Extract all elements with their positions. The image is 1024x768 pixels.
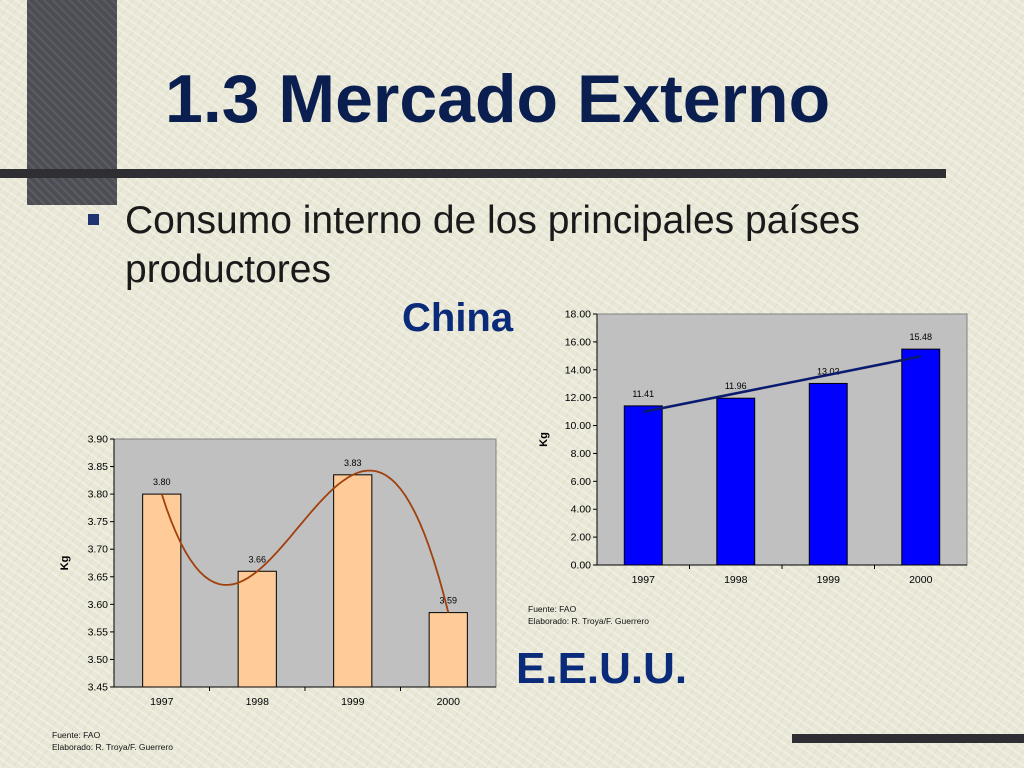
china-data-label: 3.83 xyxy=(344,458,362,468)
slide-title: 1.3 Mercado Externo xyxy=(165,61,831,137)
china-y-tick-label: 3.65 xyxy=(88,571,109,583)
usa-bar xyxy=(901,348,941,566)
usa-data-label: 13.02 xyxy=(817,366,840,376)
usa-data-label: 15.48 xyxy=(909,332,932,342)
usa-bar xyxy=(623,405,663,566)
usa-data-label: 11.96 xyxy=(725,381,747,391)
china-bar xyxy=(428,612,468,688)
usa-chart-notes: Fuente: FAO Elaborado: R. Troya/F. Guerr… xyxy=(528,603,649,628)
china-y-tick-label: 3.60 xyxy=(88,599,109,611)
china-y-tick-label: 3.50 xyxy=(88,654,109,666)
footer-divider xyxy=(792,734,1024,743)
china-x-tick-label: 1999 xyxy=(341,696,365,708)
china-data-label: 3.80 xyxy=(153,477,171,487)
china-y-tick-label: 3.55 xyxy=(88,626,109,638)
china-author-note: Elaborado: R. Troya/F. Guerrero xyxy=(52,742,173,753)
usa-y-tick-label: 0.00 xyxy=(571,560,592,572)
usa-x-tick-label: 1999 xyxy=(817,574,841,586)
china-label: China xyxy=(402,296,514,340)
usa-x-tick-label: 1998 xyxy=(724,574,748,586)
china-data-label: 3.59 xyxy=(439,596,457,606)
usa-y-tick-label: 2.00 xyxy=(571,532,592,544)
usa-y-axis-title: Kg xyxy=(538,432,550,447)
usa-y-tick-label: 8.00 xyxy=(571,448,592,460)
usa-data-label: 11.41 xyxy=(632,389,654,399)
usa-bar xyxy=(808,382,848,566)
usa-trendline xyxy=(643,355,922,414)
china-x-tick-label: 1997 xyxy=(150,696,174,708)
china-chart-notes: Fuente: FAO Elaborado: R. Troya/F. Guerr… xyxy=(52,729,173,754)
china-y-tick-label: 3.90 xyxy=(88,434,109,446)
usa-x-tick-label: 1997 xyxy=(632,574,656,586)
china-bar xyxy=(142,493,182,688)
china-y-tick-label: 3.70 xyxy=(88,544,109,556)
usa-consumption-chart: 0.00 2.00 4.00 6.00 8.00 10.00 12.00 14.00 16.00… xyxy=(538,309,968,586)
bullet-square-icon xyxy=(88,214,99,225)
usa-y-tick-label: 10.00 xyxy=(565,420,591,432)
usa-y-tick-label: 6.00 xyxy=(571,476,592,488)
china-data-label: 3.66 xyxy=(248,554,266,564)
china-y-tick-label: 3.85 xyxy=(88,461,109,473)
usa-y-tick-label: 16.00 xyxy=(565,336,591,348)
china-x-tick-label: 2000 xyxy=(437,696,461,708)
usa-bar xyxy=(716,397,756,566)
usa-y-tick-label: 14.00 xyxy=(565,364,591,376)
china-source-note: Fuente: FAO xyxy=(52,730,101,740)
china-consumption-chart: 3.45 3.50 3.55 3.60 3.65 3.70 3.75 3.80 3.85 3.90… xyxy=(59,434,497,708)
title-divider xyxy=(0,169,946,178)
usa-source-note: Fuente: FAO xyxy=(528,604,577,614)
china-x-tick-label: 1998 xyxy=(246,696,270,708)
china-y-tick-label: 3.75 xyxy=(88,516,109,528)
usa-label: E.E.U.U. xyxy=(516,644,688,693)
usa-y-tick-label: 18.00 xyxy=(565,309,591,321)
usa-author-note: Elaborado: R. Troya/F. Guerrero xyxy=(528,616,649,627)
usa-y-tick-label: 4.00 xyxy=(571,504,592,516)
usa-x-tick-label: 2000 xyxy=(909,574,933,586)
usa-y-tick-label: 12.00 xyxy=(565,392,591,404)
china-bar xyxy=(237,570,277,688)
china-bar xyxy=(333,474,373,688)
china-y-axis-title: Kg xyxy=(59,556,71,571)
china-y-tick-label: 3.80 xyxy=(88,489,109,501)
china-trendline xyxy=(160,469,450,613)
china-y-tick-label: 3.45 xyxy=(88,682,109,694)
bullet-text: Consumo interno de los principales paíse… xyxy=(125,199,860,291)
